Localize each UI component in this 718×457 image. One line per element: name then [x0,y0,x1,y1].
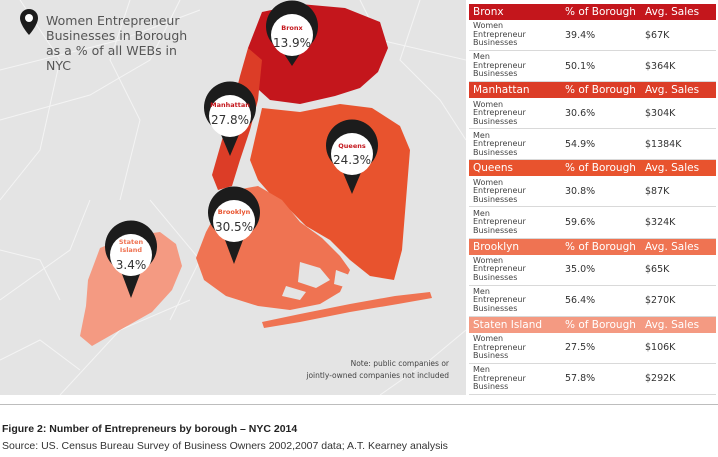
col-sales-header: Avg. Sales [645,6,700,19]
row-label: Women Entrepreneur Business [469,332,561,364]
row-label: Men Entrepreneur Businesses [469,50,561,83]
pct-value: 27.5% [561,332,641,364]
pin-manhattan-value: 27.8% [211,113,249,127]
pct-value: 30.6% [561,98,641,130]
map-legend: Women Entrepreneur Businesses in Borough… [20,9,187,73]
table-row: Women Entrepreneur Businesses 30.8% $87K [469,176,716,208]
figure-source: Source: US. Census Bureau Survey of Busi… [2,440,448,452]
table-header-bronx: Bronx % of Borough Avg. Sales [469,4,716,21]
sales-value: $270K [641,285,716,317]
pin-queens-label: Queens [338,142,366,150]
legend-line-3: as a % of all WEBs in [46,43,177,58]
row-label: Men Entrepreneur Businesses [469,128,561,161]
col-sales-header: Avg. Sales [645,84,700,97]
table-header-staten-island: Staten Island % of Borough Avg. Sales [469,316,716,333]
col-pct-header: % of Borough [565,84,636,97]
sales-value: $324K [641,206,716,239]
col-pct-header: % of Borough [565,318,636,331]
pin-queens: Queens 24.3% [326,119,378,194]
pin-bronx: Bronx 13.9% [266,0,318,66]
pct-value: 50.1% [561,50,641,83]
borough-name: Brooklyn [473,240,520,253]
table-row: Men Entrepreneur Businesses 50.1% $364K [469,50,716,83]
pin-manhattan: Manhattan 27.8% [204,81,257,156]
row-label: Women Entrepreneur Businesses [469,20,561,52]
table-header-brooklyn: Brooklyn % of Borough Avg. Sales [469,238,716,255]
legend-line-2: Businesses in Borough [46,28,187,43]
pin-staten-island-value: 3.4% [116,258,147,272]
sales-value: $1384K [641,128,716,161]
row-label: Men Entrepreneur Businesses [469,206,561,239]
sales-value: $364K [641,50,716,83]
col-pct-header: % of Borough [565,162,636,175]
pin-staten-island-label-1: Staten [119,238,144,246]
sales-value: $106K [641,332,716,364]
borough-name: Bronx [473,6,504,19]
row-label: Women Entrepreneur Businesses [469,176,561,208]
table-row: Women Entrepreneur Businesses 35.0% $65K [469,254,716,286]
col-pct-header: % of Borough [565,6,636,19]
pin-brooklyn-value: 30.5% [215,220,253,234]
sales-value: $292K [641,363,716,396]
pin-staten-island: Staten Island 3.4% [105,220,157,298]
sales-value: $67K [641,20,716,52]
pct-value: 30.8% [561,176,641,208]
table-header-manhattan: Manhattan % of Borough Avg. Sales [469,81,716,99]
borough-stats-table: Bronx % of Borough Avg. Sales Women Entre… [469,4,716,396]
borough-name: Manhattan [473,84,530,97]
col-sales-header: Avg. Sales [645,318,700,331]
pin-bronx-value: 13.9% [273,36,311,50]
table-row: Men Entrepreneur Businesses 56.4% $270K [469,285,716,317]
pin-staten-island-label-2: Island [120,246,143,254]
row-label: Men Entrepreneur Businesses [469,285,561,317]
col-sales-header: Avg. Sales [645,162,700,175]
divider [0,404,718,405]
row-label: Women Entrepreneur Businesses [469,254,561,286]
pct-value: 56.4% [561,285,641,317]
pin-brooklyn: Brooklyn 30.5% [208,186,260,264]
map-note-line-1: Note: public companies or [351,359,450,368]
legend-line-1: Women Entrepreneur [46,13,180,28]
table-row: Women Entrepreneur Businesses 30.6% $304K [469,98,716,130]
pin-bronx-label: Bronx [281,24,303,32]
pin-manhattan-label: Manhattan [210,101,250,109]
sales-value: $304K [641,98,716,130]
table-row: Men Entrepreneur Business 57.8% $292K [469,363,716,396]
rockaway-strip [262,292,432,328]
table-header-queens: Queens % of Borough Avg. Sales [469,159,716,177]
col-pct-header: % of Borough [565,240,636,253]
pct-value: 39.4% [561,20,641,52]
pin-queens-value: 24.3% [333,153,371,167]
table-row: Men Entrepreneur Businesses 54.9% $1384K [469,128,716,161]
pct-value: 54.9% [561,128,641,161]
legend-line-4: NYC [46,58,71,73]
table-row: Women Entrepreneur Business 27.5% $106K [469,332,716,364]
sales-value: $65K [641,254,716,286]
row-label: Men Entrepreneur Business [469,363,561,396]
col-sales-header: Avg. Sales [645,240,700,253]
figure-caption: Figure 2: Number of Entrepreneurs by bor… [2,423,298,435]
map-note-line-2: jointly-owned companies not included [305,371,449,380]
borough-name: Queens [473,162,513,175]
pct-value: 35.0% [561,254,641,286]
sales-value: $87K [641,176,716,208]
table-row: Men Entrepreneur Businesses 59.6% $324K [469,206,716,239]
jamaica-bay-islands [282,262,352,300]
table-row: Women Entrepreneur Businesses 39.4% $67K [469,20,716,52]
pct-value: 59.6% [561,206,641,239]
borough-name: Staten Island [473,318,543,331]
pin-brooklyn-label: Brooklyn [218,208,251,216]
pct-value: 57.8% [561,363,641,396]
row-label: Women Entrepreneur Businesses [469,98,561,130]
nyc-borough-map: Women Entrepreneur Businesses in Borough… [0,0,466,395]
